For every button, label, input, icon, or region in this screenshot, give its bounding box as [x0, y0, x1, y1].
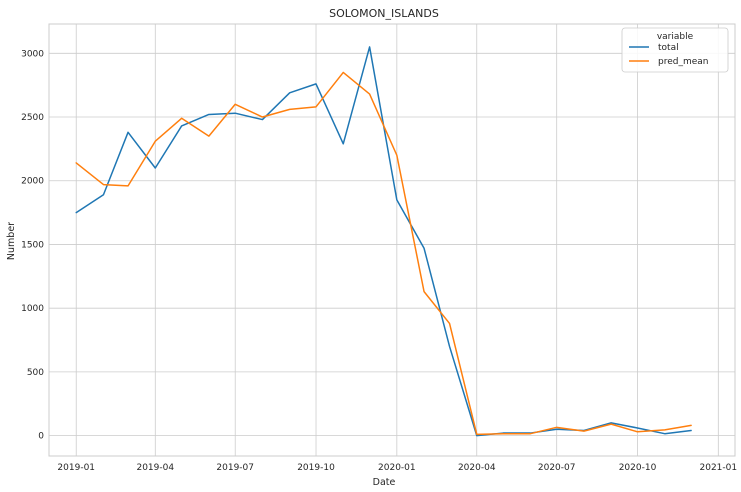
x-tick-label: 2019-04	[136, 463, 174, 473]
y-tick-label: 500	[27, 368, 44, 378]
y-axis-label: Number	[6, 222, 17, 260]
plot-frame	[48, 23, 736, 457]
x-tick-label: 2019-07	[216, 463, 254, 473]
x-tick-label: 2019-01	[57, 463, 95, 473]
x-tick-label: 2020-07	[538, 463, 576, 473]
y-tick-label: 3000	[21, 49, 44, 59]
y-tick-label: 2000	[21, 177, 44, 187]
y-tick-label: 2500	[21, 113, 44, 123]
y-tick-label: 0	[38, 432, 44, 442]
x-tick-label: 2021-01	[700, 463, 738, 473]
x-axis-label: Date	[373, 477, 396, 488]
chart-title: SOLOMON_ISLANDS	[329, 7, 439, 20]
x-tick-label: 2020-10	[619, 463, 657, 473]
plot-background	[49, 24, 735, 456]
x-tick-label: 2019-10	[297, 463, 335, 473]
y-tick-label: 1500	[21, 240, 44, 250]
legend-label: pred_mean	[658, 57, 709, 67]
legend-label: total	[658, 43, 679, 53]
legend-title: variable	[657, 32, 694, 42]
x-tick-label: 2020-04	[458, 463, 496, 473]
plot-area: 2019-01 2019-04 2019-07 2019-10 2020-01 2020-…	[21, 23, 738, 473]
y-tick-label: 1000	[21, 304, 44, 314]
series-line-pred-mean	[75, 71, 692, 436]
x-tick-label: 2020-01	[378, 463, 416, 473]
